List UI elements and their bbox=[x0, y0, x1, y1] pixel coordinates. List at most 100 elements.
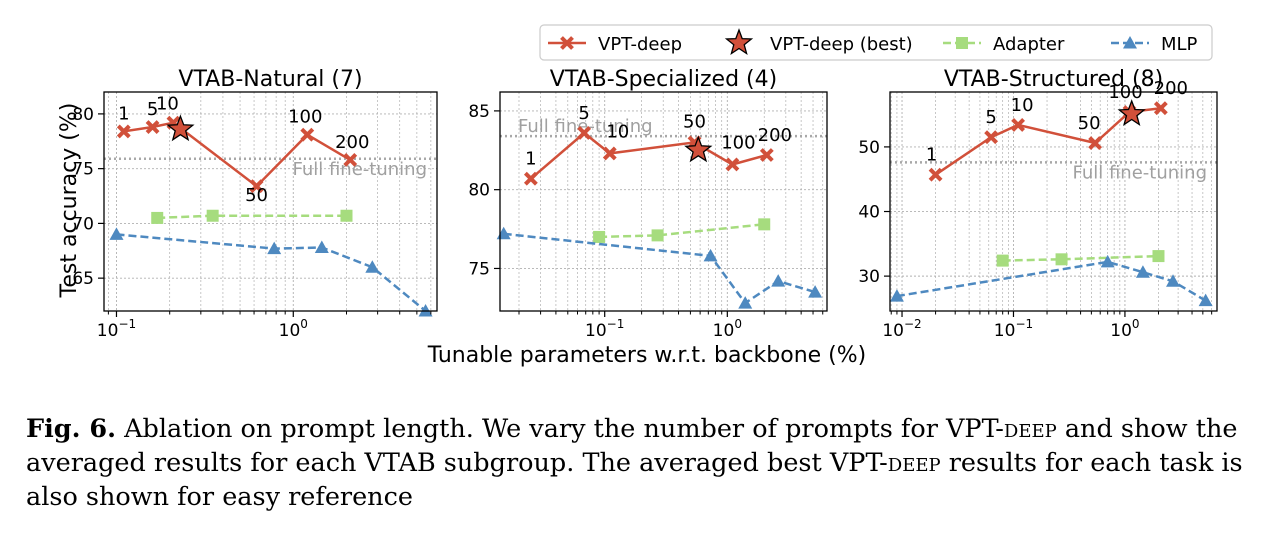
data-point bbox=[808, 285, 823, 298]
point-label: 50 bbox=[1078, 113, 1101, 134]
caption-text-3: results for each task is also shown for … bbox=[26, 448, 1243, 512]
panel-title: VTAB-Specialized (4) bbox=[550, 67, 777, 92]
x-tick-label: 10−1 bbox=[994, 317, 1033, 341]
data-point bbox=[759, 148, 774, 162]
data-point bbox=[314, 240, 329, 253]
data-point bbox=[928, 167, 943, 182]
axes-frame bbox=[103, 91, 438, 312]
point-label: 50 bbox=[683, 111, 706, 132]
point-label: 10 bbox=[606, 121, 629, 142]
data-point bbox=[249, 179, 264, 194]
x-tick-label: 10−1 bbox=[585, 317, 624, 341]
x-axis-label: Tunable parameters w.r.t. backbone (%) bbox=[427, 343, 867, 368]
series bbox=[1117, 99, 1146, 126]
data-point bbox=[1153, 101, 1168, 116]
point-label: 5 bbox=[147, 99, 158, 120]
data-point bbox=[340, 209, 353, 222]
point-label: 1 bbox=[118, 103, 129, 124]
y-axis-label: Test accuracy (%) bbox=[57, 103, 82, 299]
data-point bbox=[151, 211, 164, 224]
data-point bbox=[738, 296, 753, 309]
square-marker-icon bbox=[956, 37, 968, 49]
y-tick-label: 40 bbox=[858, 203, 880, 223]
y-tick-label: 80 bbox=[72, 105, 94, 125]
series bbox=[593, 218, 771, 243]
data-point bbox=[684, 135, 713, 163]
chart-panel: VTAB-Specialized (4) Full fine-tuning 1 5 10… bbox=[468, 67, 828, 341]
series bbox=[996, 250, 1165, 267]
y-tick-label: 85 bbox=[468, 102, 490, 122]
data-point bbox=[577, 126, 592, 140]
grid bbox=[104, 92, 437, 311]
data-point bbox=[984, 130, 999, 145]
data-point bbox=[1055, 253, 1068, 266]
series bbox=[166, 114, 195, 142]
caption-text-1: Ablation on prompt length. We vary the n… bbox=[124, 414, 1004, 444]
data-point bbox=[651, 229, 664, 242]
data-point bbox=[996, 254, 1009, 267]
full-finetuning-label: Full fine-tuning bbox=[292, 159, 427, 180]
series bbox=[109, 227, 433, 317]
x-tick-label: 100 bbox=[1110, 317, 1139, 341]
series bbox=[151, 209, 353, 224]
legend-label: VPT-deep bbox=[598, 34, 682, 55]
data-point bbox=[758, 218, 771, 231]
legend-label: MLP bbox=[1161, 34, 1198, 55]
data-point bbox=[1152, 250, 1165, 263]
data-point bbox=[1198, 293, 1213, 307]
point-label: 1 bbox=[926, 145, 937, 166]
axes-frame bbox=[889, 91, 1218, 312]
series-line bbox=[530, 131, 768, 180]
y-tick-label: 50 bbox=[858, 138, 880, 158]
x-marker-icon bbox=[560, 36, 574, 50]
point-label: 200 bbox=[758, 125, 792, 146]
figure-caption: Fig. 6. Ablation on prompt length. We va… bbox=[26, 412, 1246, 514]
caption-text-2: and show the averaged results for each V… bbox=[26, 414, 1238, 478]
figure: VPT-deep VPT-deep (best) Adapter MLP VTAB-N… bbox=[57, 24, 1218, 368]
data-point bbox=[343, 152, 358, 167]
point-label: 100 bbox=[288, 107, 322, 128]
caption-deep-2: deep bbox=[887, 448, 941, 478]
point-label: 10 bbox=[1011, 95, 1034, 116]
data-point bbox=[1100, 254, 1115, 268]
legend-label: Adapter bbox=[993, 34, 1065, 55]
x-tick-label: 100 bbox=[279, 317, 308, 341]
caption-label: Fig. 6. bbox=[26, 414, 116, 444]
series bbox=[496, 226, 823, 309]
panel-title: VTAB-Structured (8) bbox=[944, 67, 1163, 92]
grid bbox=[890, 92, 1217, 311]
data-point bbox=[145, 120, 160, 134]
point-label: 10 bbox=[156, 94, 179, 115]
series-line bbox=[599, 223, 765, 239]
grid bbox=[500, 92, 827, 311]
y-tick-label: 30 bbox=[858, 267, 880, 287]
x-tick-label: 100 bbox=[713, 317, 742, 341]
full-finetuning-label: Full fine-tuning bbox=[518, 116, 653, 137]
data-point bbox=[206, 209, 219, 222]
x-tick-label: 10−1 bbox=[97, 317, 136, 341]
data-point bbox=[1011, 118, 1026, 132]
data-point bbox=[1117, 99, 1146, 126]
data-point bbox=[1135, 265, 1150, 278]
series-line bbox=[1002, 254, 1159, 262]
point-label: 200 bbox=[1154, 78, 1188, 99]
data-point bbox=[771, 274, 786, 287]
data-point bbox=[523, 171, 538, 186]
chart-panel: VTAB-Natural (7) Full fine-tuning 1 510 50 10… bbox=[72, 67, 438, 341]
point-label: 50 bbox=[245, 185, 268, 206]
series-line bbox=[157, 214, 347, 220]
point-label: 200 bbox=[335, 132, 369, 153]
point-label: 1 bbox=[525, 149, 536, 170]
data-point bbox=[703, 248, 718, 262]
data-point bbox=[1088, 136, 1103, 150]
data-point bbox=[116, 124, 131, 139]
series-line bbox=[896, 260, 1207, 302]
data-point bbox=[166, 114, 195, 142]
legend: VPT-deep VPT-deep (best) Adapter MLP bbox=[539, 24, 1213, 61]
data-point bbox=[602, 146, 617, 161]
data-point bbox=[300, 127, 315, 142]
data-point bbox=[1166, 274, 1181, 287]
caption-deep-1: deep bbox=[1003, 414, 1057, 444]
y-tick-label: 65 bbox=[72, 269, 94, 289]
